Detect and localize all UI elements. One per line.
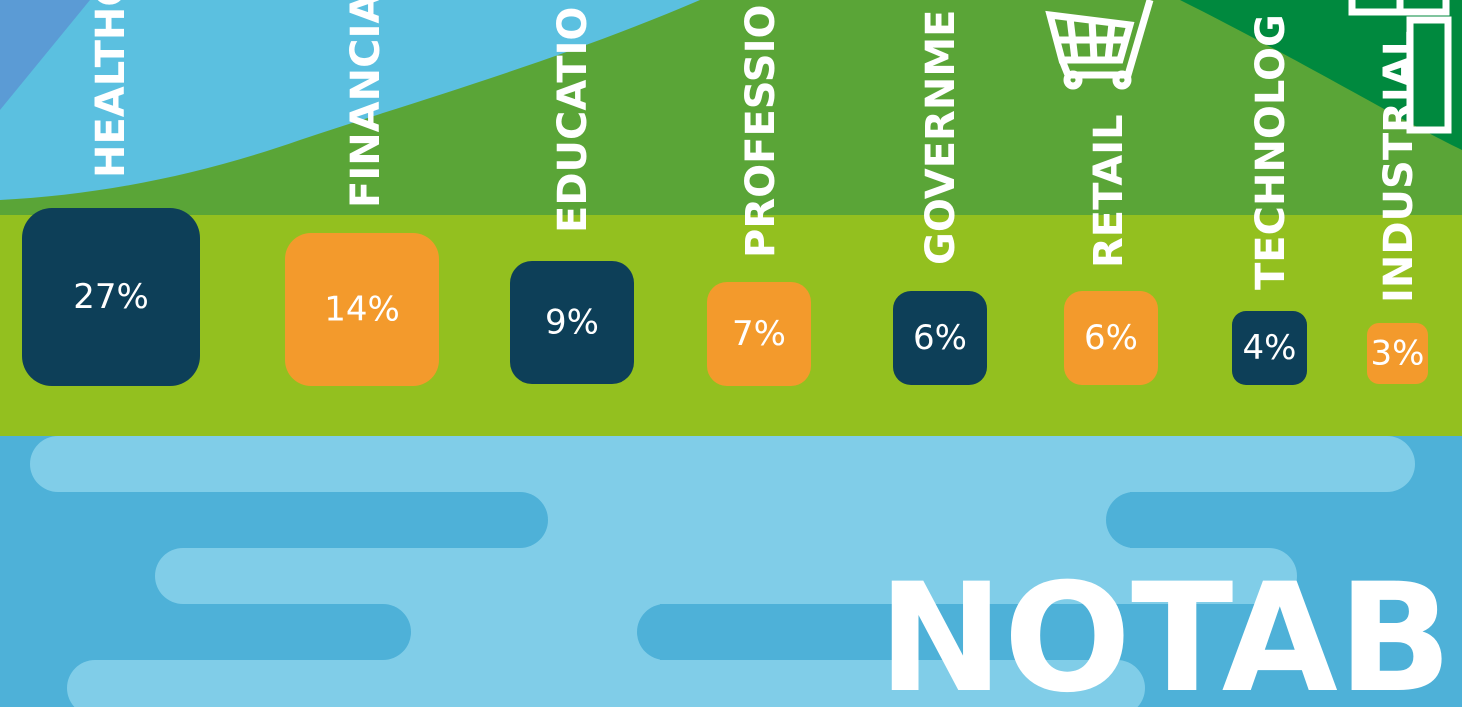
value-label: 6% — [1084, 318, 1138, 358]
category-label: PROFESSIO — [738, 5, 784, 258]
category-label: GOVERNME — [918, 10, 964, 265]
value-label: 6% — [913, 318, 967, 358]
stripe — [0, 492, 548, 548]
category-label: HEALTHC — [88, 0, 134, 178]
page: 27% HEALTHC 14% FINANCIA 9% EDUCATIO 7% PROFESS… — [0, 0, 1462, 707]
category-label: RETAIL — [1086, 114, 1132, 268]
value-label: 9% — [545, 303, 599, 343]
value-label: 3% — [1371, 334, 1425, 374]
value-label: 27% — [73, 277, 149, 317]
infographic: 27% HEALTHC 14% FINANCIA 9% EDUCATIO 7% PROFESS… — [0, 0, 1462, 707]
category-label: FINANCIA — [343, 0, 389, 208]
category-label: TECHNOLOG — [1248, 14, 1294, 290]
value-label: 7% — [732, 314, 786, 354]
heading: NOTABLE — [878, 552, 1462, 707]
category-label: EDUCATIO — [550, 7, 596, 233]
stripe — [0, 604, 411, 660]
stripe — [1106, 492, 1462, 548]
value-label: 4% — [1243, 328, 1297, 368]
value-label: 14% — [324, 290, 400, 330]
stripe — [380, 596, 660, 662]
category-label: INDUSTRIAL — [1376, 31, 1422, 303]
